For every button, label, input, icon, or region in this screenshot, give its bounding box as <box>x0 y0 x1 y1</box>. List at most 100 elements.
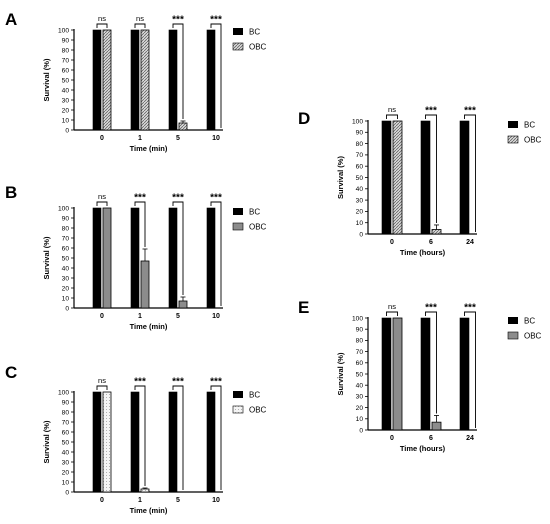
significance-label-b-2: *** <box>172 193 184 204</box>
significance-bracket-c-2 <box>172 385 184 490</box>
x-tick-label-e-1: 6 <box>429 435 433 442</box>
x-tick-label-e-0: 0 <box>390 435 394 442</box>
bar-obc-a-0 <box>102 29 112 131</box>
y-axis-label-e: Survival (%) <box>336 352 345 395</box>
y-axis-label-c: Survival (%) <box>42 420 51 463</box>
x-tick-label-c-0: 0 <box>100 497 104 504</box>
x-tick-label-a-0: 0 <box>100 135 104 142</box>
significance-label-d-0: ns <box>388 105 396 114</box>
y-tick-label-a-10: 100 <box>58 27 69 34</box>
significance-label-d-2: *** <box>464 106 476 117</box>
y-tick-label-c-1: 10 <box>62 479 70 486</box>
significance-bracket-b-0 <box>96 201 108 206</box>
y-tick-label-a-6: 60 <box>62 67 70 74</box>
significance-bracket-d-0 <box>386 114 398 119</box>
bar-bc-b-2 <box>168 207 178 309</box>
y-tick-label-e-9: 90 <box>356 327 364 334</box>
legend-label-bc-b: BC <box>249 208 260 217</box>
x-axis-label-b: Time (min) <box>130 322 168 331</box>
y-tick-label-b-7: 70 <box>62 235 70 242</box>
y-tick-label-b-4: 40 <box>62 265 70 272</box>
bar-bc-c-3 <box>206 391 216 493</box>
x-axis-label-d: Time (hours) <box>400 248 446 257</box>
x-tick-label-b-0: 0 <box>100 313 104 320</box>
y-tick-label-b-3: 30 <box>62 275 70 282</box>
significance-label-c-3: *** <box>210 377 222 388</box>
legend-label-bc-e: BC <box>524 317 535 326</box>
bar-obc-e-1 <box>431 421 442 431</box>
bar-bc-a-0 <box>92 29 102 131</box>
bar-bc-a-3 <box>206 29 216 131</box>
y-tick-label-e-3: 30 <box>356 394 364 401</box>
bar-obc-e-0 <box>392 317 403 431</box>
bar-bc-c-0 <box>92 391 102 493</box>
y-tick-label-d-8: 80 <box>356 141 364 148</box>
legend-label-obc-c: OBC <box>249 406 267 415</box>
y-tick-label-d-4: 40 <box>356 186 364 193</box>
x-tick-label-b-1: 1 <box>138 313 142 320</box>
y-tick-label-c-0: 0 <box>65 489 69 496</box>
x-axis-label-a: Time (min) <box>130 144 168 153</box>
y-tick-label-a-1: 10 <box>62 117 70 124</box>
panel-e: E 0 10 20 30 40 50 60 70 80 90 100 Survival (%) ns 0 **… <box>298 298 542 453</box>
y-tick-label-a-3: 30 <box>62 97 70 104</box>
x-axis-label-e: Time (hours) <box>400 444 446 453</box>
panel-label-a: A <box>5 10 17 29</box>
significance-bracket-b-2 <box>172 201 184 295</box>
y-tick-label-e-6: 60 <box>356 360 364 367</box>
y-tick-label-c-6: 60 <box>62 429 70 436</box>
y-tick-label-e-10: 100 <box>352 315 363 322</box>
legend-label-obc-d: OBC <box>524 136 542 145</box>
y-tick-label-a-4: 40 <box>62 87 70 94</box>
bar-bc-d-1 <box>420 120 431 235</box>
significance-label-e-1: *** <box>425 303 437 314</box>
significance-bracket-d-2 <box>464 114 476 232</box>
panel-c: C 0 10 20 30 40 50 60 70 80 90 100 Survival (%) ns 0 **… <box>5 363 267 515</box>
significance-label-a-3: *** <box>210 15 222 26</box>
y-tick-label-d-6: 60 <box>356 164 364 171</box>
bar-bc-d-2 <box>459 120 470 235</box>
x-tick-label-b-2: 5 <box>176 313 180 320</box>
bar-obc-b-2 <box>178 300 188 309</box>
significance-bracket-e-0 <box>386 311 398 316</box>
bar-bc-a-1 <box>130 29 140 131</box>
bar-bc-b-3 <box>206 207 216 309</box>
legend-label-obc-e: OBC <box>524 332 542 341</box>
y-tick-label-e-2: 20 <box>356 405 364 412</box>
legend-label-obc-b: OBC <box>249 223 267 232</box>
x-tick-label-e-2: 24 <box>466 435 474 442</box>
y-tick-label-e-0: 0 <box>359 427 363 434</box>
legend-swatch-obc-e <box>507 331 519 340</box>
legend-swatch-obc-b <box>232 222 244 231</box>
bar-obc-c-1 <box>140 488 150 493</box>
bar-bc-c-2 <box>168 391 178 493</box>
significance-bracket-b-1 <box>134 201 146 247</box>
y-tick-label-b-6: 60 <box>62 245 70 252</box>
significance-bracket-c-1 <box>134 385 146 486</box>
y-tick-label-c-8: 80 <box>62 409 70 416</box>
bar-bc-d-0 <box>381 120 392 235</box>
significance-label-a-1: ns <box>136 14 144 23</box>
significance-bracket-c-3 <box>210 385 222 490</box>
y-tick-label-c-4: 40 <box>62 449 70 456</box>
bar-obc-c-0 <box>102 391 112 493</box>
x-tick-label-d-2: 24 <box>466 239 474 246</box>
significance-bracket-a-0 <box>96 23 108 28</box>
panel-d: D 0 10 20 30 40 50 60 70 80 90 100 Survival (%) ns 0 **… <box>298 105 542 257</box>
y-tick-label-b-8: 80 <box>62 225 70 232</box>
y-axis-label-b: Survival (%) <box>42 236 51 279</box>
x-axis-label-c: Time (min) <box>130 506 168 515</box>
significance-label-b-0: ns <box>98 192 106 201</box>
y-axis-label-a: Survival (%) <box>42 58 51 101</box>
panel-label-e: E <box>298 298 309 317</box>
legend-label-bc-d: BC <box>524 121 535 130</box>
x-tick-label-c-3: 10 <box>212 497 220 504</box>
y-tick-label-b-10: 100 <box>58 205 69 212</box>
x-tick-label-b-3: 10 <box>212 313 220 320</box>
legend-swatch-bc-c <box>233 391 243 398</box>
bar-bc-e-0 <box>381 317 392 431</box>
bar-obc-b-1 <box>140 260 150 309</box>
significance-label-c-0: ns <box>98 376 106 385</box>
significance-bracket-a-1 <box>134 23 146 28</box>
panel-label-d: D <box>298 109 310 128</box>
